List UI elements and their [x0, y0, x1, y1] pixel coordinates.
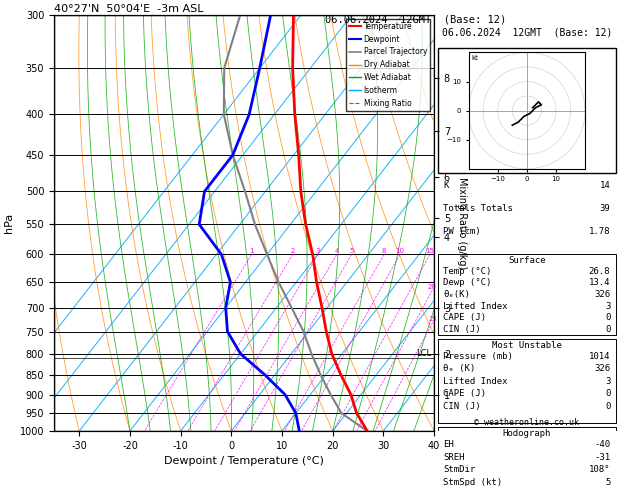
Text: 26.8: 26.8	[589, 267, 610, 276]
Text: Temp (°C): Temp (°C)	[443, 267, 492, 276]
Text: 06.06.2024  12GMT  (Base: 12): 06.06.2024 12GMT (Base: 12)	[442, 27, 612, 37]
Text: Pressure (mb): Pressure (mb)	[443, 352, 513, 361]
Text: K: K	[443, 181, 448, 191]
Text: -40: -40	[594, 440, 610, 449]
Text: 3: 3	[605, 301, 610, 311]
Text: 0: 0	[605, 402, 610, 411]
Text: 1014: 1014	[589, 352, 610, 361]
Text: LCL: LCL	[416, 349, 431, 358]
FancyBboxPatch shape	[438, 254, 616, 335]
Text: 13.4: 13.4	[589, 278, 610, 287]
FancyBboxPatch shape	[438, 48, 616, 173]
Text: 1: 1	[249, 248, 254, 255]
Text: 5: 5	[349, 248, 353, 255]
Text: 4: 4	[335, 248, 339, 255]
Text: 14: 14	[599, 181, 610, 191]
Text: 3: 3	[316, 248, 320, 255]
Text: EH: EH	[443, 440, 454, 449]
Text: 0: 0	[605, 389, 610, 399]
Text: Lifted Index: Lifted Index	[443, 301, 508, 311]
Text: Most Unstable: Most Unstable	[492, 342, 562, 350]
Text: Dewp (°C): Dewp (°C)	[443, 278, 492, 287]
Text: -31: -31	[594, 452, 610, 462]
Text: 3: 3	[605, 377, 610, 386]
Text: 8: 8	[382, 248, 386, 255]
Text: 326: 326	[594, 290, 610, 299]
Text: StmDir: StmDir	[443, 465, 476, 474]
Text: 25: 25	[428, 316, 437, 323]
FancyBboxPatch shape	[438, 427, 616, 486]
X-axis label: Dewpoint / Temperature (°C): Dewpoint / Temperature (°C)	[164, 456, 324, 466]
Text: Surface: Surface	[508, 256, 545, 265]
Text: Hodograph: Hodograph	[503, 429, 551, 438]
Text: 0: 0	[605, 325, 610, 334]
Text: 326: 326	[594, 364, 610, 373]
Text: CIN (J): CIN (J)	[443, 325, 481, 334]
Text: 39: 39	[599, 204, 610, 213]
Text: CAPE (J): CAPE (J)	[443, 389, 486, 399]
Text: 108°: 108°	[589, 465, 610, 474]
FancyBboxPatch shape	[438, 339, 616, 423]
Text: θₑ(K): θₑ(K)	[443, 290, 470, 299]
Text: CAPE (J): CAPE (J)	[443, 313, 486, 322]
Text: 06.06.2024  12GMT  (Base: 12): 06.06.2024 12GMT (Base: 12)	[325, 15, 506, 25]
Text: Totals Totals: Totals Totals	[443, 204, 513, 213]
Text: 40°27'N  50°04'E  -3m ASL: 40°27'N 50°04'E -3m ASL	[54, 4, 203, 14]
Text: CIN (J): CIN (J)	[443, 402, 481, 411]
Y-axis label: hPa: hPa	[4, 213, 14, 233]
Text: 15: 15	[425, 248, 435, 255]
Text: © weatheronline.co.uk: © weatheronline.co.uk	[474, 418, 579, 427]
Text: 20: 20	[428, 284, 437, 290]
Text: 5: 5	[605, 478, 610, 486]
Text: θₑ (K): θₑ (K)	[443, 364, 476, 373]
Text: 1.78: 1.78	[589, 227, 610, 236]
Y-axis label: Mixing Ratio (g/kg): Mixing Ratio (g/kg)	[457, 177, 467, 269]
Text: 2: 2	[291, 248, 295, 255]
Text: SREH: SREH	[443, 452, 465, 462]
Text: 0: 0	[605, 313, 610, 322]
Text: StmSpd (kt): StmSpd (kt)	[443, 478, 503, 486]
Text: Lifted Index: Lifted Index	[443, 377, 508, 386]
Legend: Temperature, Dewpoint, Parcel Trajectory, Dry Adiabat, Wet Adiabat, Isotherm, Mi: Temperature, Dewpoint, Parcel Trajectory…	[346, 19, 430, 111]
Text: PW (cm): PW (cm)	[443, 227, 481, 236]
Text: 10: 10	[396, 248, 404, 255]
